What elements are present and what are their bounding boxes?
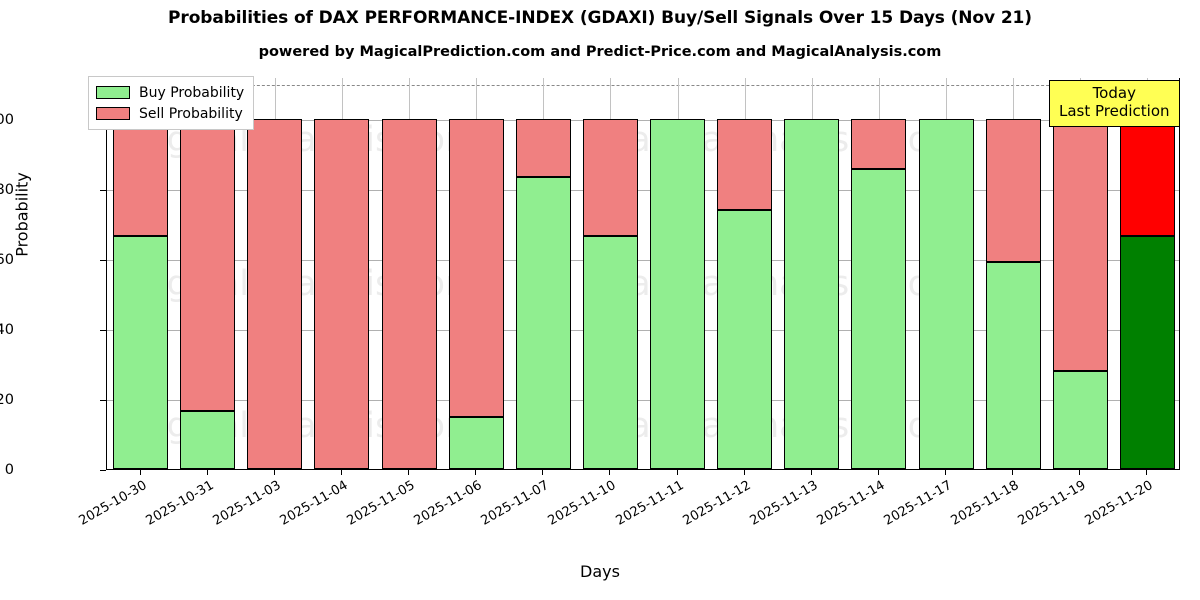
bar-segment-buy[interactable] [448,416,504,469]
bar-group[interactable] [113,78,169,469]
x-tick-mark [1146,470,1148,475]
page-title: Probabilities of DAX PERFORMANCE-INDEX (… [168,8,1032,28]
bar-group[interactable] [314,78,370,469]
bar-segment-buy[interactable] [1052,371,1108,469]
x-tick-mark [676,470,678,475]
h-gridline [107,120,1179,121]
x-tick-mark [609,470,611,475]
bar-group[interactable] [1052,78,1108,469]
bar-segment-buy[interactable] [1119,235,1175,469]
x-tick-mark [1012,470,1014,475]
y-tick-mark [100,190,106,191]
bar-group[interactable] [717,78,773,469]
bar-segment-sell[interactable] [247,119,303,469]
today-callout-line1: Today [1092,84,1136,102]
x-tick-mark [542,470,544,475]
page-subtitle: powered by MagicalPrediction.com and Pre… [258,44,942,60]
y-tick-mark [100,400,106,401]
bar-group[interactable] [650,78,706,469]
bar-group[interactable] [180,78,236,469]
x-axis-label: Days [580,562,620,581]
bar-group-today[interactable] [1119,78,1175,469]
bar-group[interactable] [381,78,437,469]
y-tick-label: 0 [4,462,14,478]
today-callout: Today Last Prediction [1049,80,1180,127]
x-tick-mark [206,470,208,475]
x-tick-mark [743,470,745,475]
bar-segment-buy[interactable] [918,119,974,469]
y-tick-mark [100,470,106,471]
bar-segment-buy[interactable] [650,119,706,469]
y-tick-label: 20 [0,392,14,408]
bar-group[interactable] [985,78,1041,469]
x-tick-mark [273,470,275,475]
legend-label-buy: Buy Probability [139,84,245,101]
legend-swatch-sell-icon [96,107,130,120]
bar-segment-buy[interactable] [784,119,840,469]
x-tick-mark [945,470,947,475]
bar-segment-sell[interactable] [985,119,1041,262]
x-tick-mark [810,470,812,475]
x-tick-mark [340,470,342,475]
today-callout-line2: Last Prediction [1059,102,1170,121]
bar-group[interactable] [918,78,974,469]
bar-group[interactable] [784,78,840,469]
bar-segment-sell[interactable] [1119,119,1175,236]
bar-segment-sell[interactable] [515,119,571,178]
x-tick-mark [1079,470,1081,475]
h-gridline [107,400,1179,401]
y-tick-mark [100,260,106,261]
h-gridline [107,190,1179,191]
bar-segment-buy[interactable] [180,410,236,469]
bar-group[interactable] [582,78,638,469]
bar-segment-sell[interactable] [180,119,236,411]
legend-label-sell: Sell Probability [139,105,243,122]
x-tick-mark [408,470,410,475]
bar-segment-sell[interactable] [851,119,907,170]
bar-segment-sell[interactable] [113,119,169,236]
bar-group[interactable] [448,78,504,469]
bar-segment-buy[interactable] [582,235,638,469]
h-gridline [107,260,1179,261]
bar-segment-sell[interactable] [381,119,437,469]
y-tick-label: 40 [0,322,14,338]
legend-item-sell: Sell Probability [96,103,244,124]
x-tick-mark [475,470,477,475]
bar-segment-sell[interactable] [1052,119,1108,371]
bar-segment-sell[interactable] [582,119,638,236]
legend: Buy Probability Sell Probability [88,76,255,130]
x-tick-mark [139,470,141,475]
bar-segment-buy[interactable] [985,261,1041,469]
bar-segment-buy[interactable] [717,209,773,469]
y-tick-mark [100,330,106,331]
y-tick-label: 100 [0,112,14,128]
bar-segment-buy[interactable] [515,177,571,469]
plot-inner: MagicalAnalysis.com MagicalAnalysis.com Ma… [107,78,1179,469]
legend-swatch-buy-icon [96,86,130,99]
bar-segment-sell[interactable] [314,119,370,469]
plot-area: MagicalAnalysis.com MagicalAnalysis.com Ma… [106,78,1180,470]
bar-segment-sell[interactable] [717,119,773,210]
bar-group[interactable] [247,78,303,469]
bars-layer [107,78,1179,469]
bar-group[interactable] [851,78,907,469]
bar-segment-sell[interactable] [448,119,504,417]
y-axis-label: Probability [12,172,32,257]
y-tick-label: 80 [0,182,14,198]
h-gridline [107,330,1179,331]
bar-segment-buy[interactable] [851,169,907,469]
x-tick-mark [877,470,879,475]
legend-item-buy: Buy Probability [96,82,244,103]
bar-segment-buy[interactable] [113,235,169,469]
bar-group[interactable] [515,78,571,469]
reference-line [107,85,1179,86]
y-tick-label: 60 [0,252,14,268]
